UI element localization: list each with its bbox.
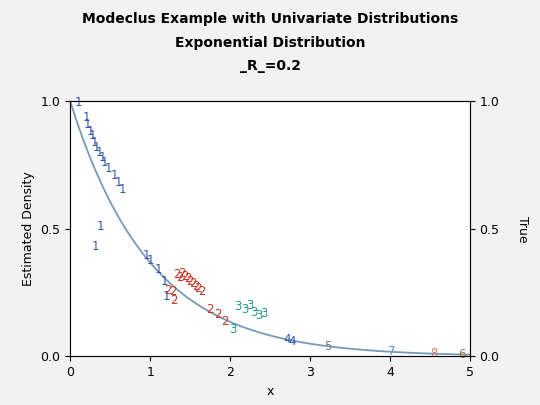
Text: 1: 1: [92, 240, 99, 253]
Text: 1: 1: [86, 126, 94, 139]
Text: 3: 3: [251, 306, 258, 319]
Text: 1: 1: [143, 249, 150, 262]
Text: 5: 5: [324, 340, 331, 353]
Text: 1: 1: [84, 118, 92, 131]
Text: 1: 1: [95, 146, 103, 159]
Text: 2: 2: [186, 275, 194, 288]
Text: 1: 1: [75, 96, 82, 109]
Text: 2: 2: [164, 284, 172, 296]
Text: 2: 2: [168, 285, 176, 298]
Text: 4: 4: [284, 333, 292, 345]
Text: 2: 2: [178, 267, 186, 280]
Text: 1: 1: [114, 177, 122, 190]
Text: 1: 1: [118, 183, 126, 196]
Text: 1: 1: [90, 136, 98, 149]
Text: 3: 3: [229, 323, 236, 336]
Y-axis label: Estimated Density: Estimated Density: [22, 171, 35, 286]
Text: 1: 1: [98, 151, 106, 164]
Text: Exponential Distribution: Exponential Distribution: [175, 36, 365, 51]
Text: 1: 1: [105, 162, 112, 175]
Text: 1: 1: [83, 111, 90, 124]
Text: 2: 2: [176, 271, 184, 284]
Text: 7: 7: [388, 345, 395, 358]
Text: 1: 1: [146, 254, 154, 267]
Text: _R_=0.2: _R_=0.2: [240, 59, 300, 73]
Text: 2: 2: [198, 285, 206, 298]
Text: 2: 2: [192, 280, 199, 293]
Text: 1: 1: [97, 220, 104, 233]
Text: 3: 3: [241, 303, 248, 316]
Text: 3: 3: [246, 299, 254, 312]
Text: 1: 1: [163, 290, 170, 303]
Text: 2: 2: [184, 272, 192, 285]
X-axis label: x: x: [266, 385, 274, 398]
Text: 2: 2: [206, 303, 214, 315]
Text: 1: 1: [154, 263, 162, 276]
Text: 2: 2: [173, 268, 180, 281]
Text: 2: 2: [214, 308, 222, 321]
Text: 1: 1: [101, 156, 109, 169]
Y-axis label: True: True: [516, 215, 529, 242]
Text: 3: 3: [255, 309, 262, 322]
Text: 1: 1: [93, 141, 100, 153]
Text: 1: 1: [161, 275, 168, 288]
Text: 4: 4: [288, 335, 296, 348]
Text: 2: 2: [170, 294, 178, 307]
Text: 2: 2: [181, 270, 188, 283]
Text: 2: 2: [194, 282, 202, 295]
Text: 8: 8: [430, 347, 437, 360]
Text: 2: 2: [188, 277, 196, 290]
Text: 1: 1: [89, 129, 96, 142]
Text: 6: 6: [458, 348, 465, 361]
Text: 3: 3: [234, 300, 242, 313]
Text: 1: 1: [110, 169, 118, 182]
Text: 3: 3: [260, 307, 267, 320]
Text: Modeclus Example with Univariate Distributions: Modeclus Example with Univariate Distrib…: [82, 12, 458, 26]
Text: 2: 2: [221, 315, 228, 328]
